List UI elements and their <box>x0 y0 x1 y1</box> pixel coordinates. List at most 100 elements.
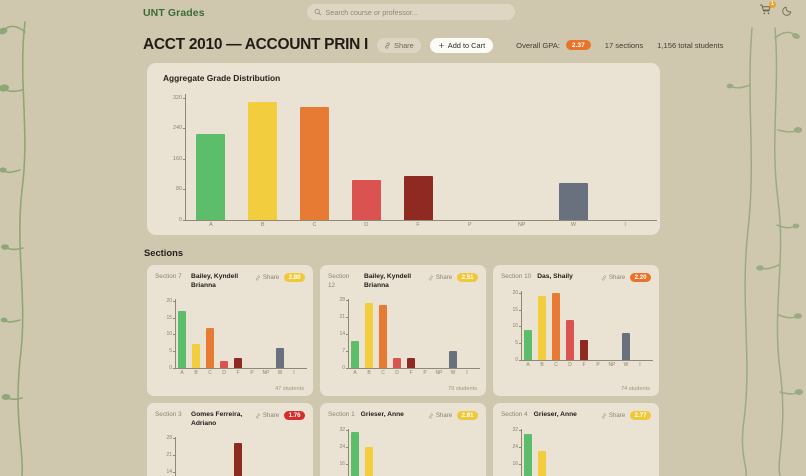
bar-A[interactable] <box>196 134 226 220</box>
bar-slot[interactable] <box>577 291 591 360</box>
bar-slot[interactable] <box>237 94 289 220</box>
bar-slot[interactable] <box>203 437 217 476</box>
bar-slot[interactable] <box>273 299 287 368</box>
bar-B[interactable] <box>248 102 278 220</box>
bar-slot[interactable] <box>563 429 577 476</box>
bar-slot[interactable] <box>245 437 259 476</box>
bar-slot[interactable] <box>591 429 605 476</box>
bar-slot[interactable] <box>231 299 245 368</box>
bar-D[interactable] <box>220 361 228 368</box>
share-button[interactable]: Share <box>377 37 421 53</box>
bar-slot[interactable] <box>432 429 446 476</box>
bar-slot[interactable] <box>605 429 619 476</box>
bar-A[interactable] <box>524 329 532 360</box>
bar-slot[interactable] <box>189 299 203 368</box>
search-box[interactable] <box>307 4 515 20</box>
bar-slot[interactable] <box>460 429 474 476</box>
bar-slot[interactable] <box>348 429 362 476</box>
bar-slot[interactable] <box>549 291 563 360</box>
section-share-button[interactable]: Share <box>255 412 279 419</box>
bar-C[interactable] <box>379 305 387 368</box>
bar-slot[interactable] <box>362 429 376 476</box>
bar-slot[interactable] <box>390 429 404 476</box>
section-card[interactable]: Section 7 Bailey, Kyndell Brianna Share 2.8… <box>147 265 313 396</box>
bar-C[interactable] <box>552 292 560 360</box>
bar-slot[interactable] <box>390 299 404 368</box>
bar-slot[interactable] <box>404 429 418 476</box>
bar-slot[interactable] <box>175 299 189 368</box>
search-input[interactable] <box>325 7 508 17</box>
bar-W[interactable] <box>449 351 457 368</box>
bar-W[interactable] <box>558 182 588 220</box>
bar-slot[interactable] <box>521 291 535 360</box>
bar-B[interactable] <box>538 296 546 360</box>
bar-C[interactable] <box>206 327 214 368</box>
bar-slot[interactable] <box>392 94 444 220</box>
bar-slot[interactable] <box>549 429 563 476</box>
bar-A[interactable] <box>524 434 532 476</box>
bar-slot[interactable] <box>217 299 231 368</box>
bar-slot[interactable] <box>591 291 605 360</box>
bar-slot[interactable] <box>376 299 390 368</box>
bar-W[interactable] <box>276 347 284 368</box>
bar-slot[interactable] <box>418 429 432 476</box>
bar-F[interactable] <box>580 339 588 360</box>
bar-slot[interactable] <box>245 299 259 368</box>
section-share-button[interactable]: Share <box>428 412 452 419</box>
bar-slot[interactable] <box>259 437 273 476</box>
bar-B[interactable] <box>538 451 546 476</box>
brand-logo[interactable]: UNT Grades <box>143 7 205 19</box>
bar-D[interactable] <box>351 179 381 220</box>
section-share-button[interactable]: Share <box>601 274 625 281</box>
bar-B[interactable] <box>192 344 200 368</box>
bar-slot[interactable] <box>446 429 460 476</box>
section-card[interactable]: Section 3 Gomes Ferreira, Adriano Share 1.7… <box>147 403 313 476</box>
add-to-cart-button[interactable]: Add to Cart <box>429 37 494 53</box>
bar-slot[interactable] <box>287 437 301 476</box>
bar-A[interactable] <box>351 341 359 368</box>
bar-slot[interactable] <box>619 291 633 360</box>
bar-slot[interactable] <box>577 429 591 476</box>
moon-icon[interactable] <box>782 5 793 16</box>
bar-slot[interactable] <box>460 299 474 368</box>
bar-A[interactable] <box>351 432 359 476</box>
bar-W[interactable] <box>622 333 630 360</box>
bar-slot[interactable] <box>444 94 496 220</box>
bar-slot[interactable] <box>287 299 301 368</box>
bar-slot[interactable] <box>185 94 237 220</box>
bar-F[interactable] <box>407 358 415 368</box>
bar-slot[interactable] <box>547 94 599 220</box>
bar-slot[interactable] <box>418 299 432 368</box>
bar-slot[interactable] <box>605 291 619 360</box>
bar-F[interactable] <box>403 175 433 220</box>
section-share-button[interactable]: Share <box>601 412 625 419</box>
bar-slot[interactable] <box>619 429 633 476</box>
bar-slot[interactable] <box>175 437 189 476</box>
bar-slot[interactable] <box>273 437 287 476</box>
bar-slot[interactable] <box>496 94 548 220</box>
section-share-button[interactable]: Share <box>428 274 452 281</box>
bar-F[interactable] <box>234 443 242 476</box>
bar-slot[interactable] <box>203 299 217 368</box>
bar-slot[interactable] <box>231 437 245 476</box>
bar-C[interactable] <box>299 106 329 220</box>
bar-D[interactable] <box>393 358 401 368</box>
bar-slot[interactable] <box>535 291 549 360</box>
bar-F[interactable] <box>234 357 242 368</box>
bar-B[interactable] <box>365 302 373 368</box>
section-share-button[interactable]: Share <box>255 274 279 281</box>
bar-slot[interactable] <box>376 429 390 476</box>
bar-A[interactable] <box>178 310 186 368</box>
bar-slot[interactable] <box>633 291 647 360</box>
bar-slot[interactable] <box>521 429 535 476</box>
bar-slot[interactable] <box>362 299 376 368</box>
bar-slot[interactable] <box>404 299 418 368</box>
bar-slot[interactable] <box>340 94 392 220</box>
bar-slot[interactable] <box>535 429 549 476</box>
bar-slot[interactable] <box>563 291 577 360</box>
bar-slot[interactable] <box>599 94 651 220</box>
bar-slot[interactable] <box>633 429 647 476</box>
bar-slot[interactable] <box>217 437 231 476</box>
